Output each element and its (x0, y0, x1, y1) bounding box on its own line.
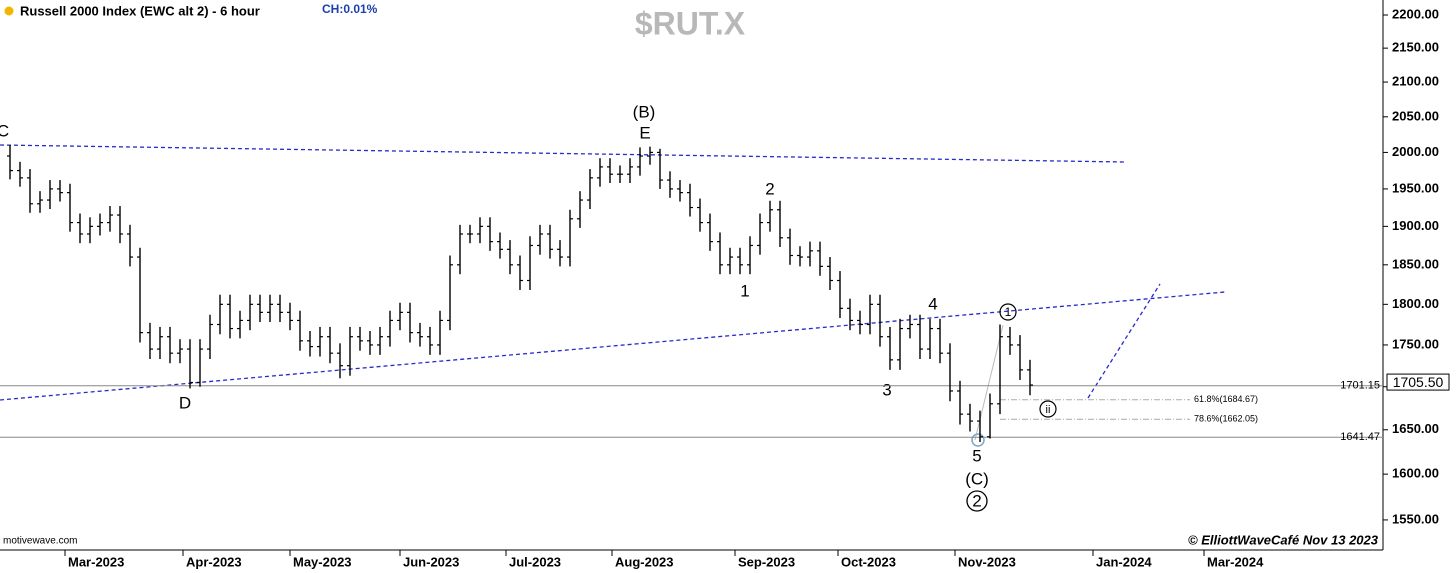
x-tick-label: Jan-2024 (1096, 554, 1152, 569)
chart-title: Russell 2000 Index (EWC alt 2) - 6 hour (20, 3, 260, 18)
wave-circle (1039, 400, 1057, 418)
x-tick-label: Nov-2023 (958, 554, 1016, 569)
y-tick-label: 1600.00 (1392, 466, 1439, 481)
symbol-watermark: $RUT.X (635, 5, 746, 41)
y-tick-label: 2050.00 (1392, 108, 1439, 123)
wave-label: 1 (740, 281, 749, 300)
y-tick-label: 1800.00 (1392, 296, 1439, 311)
x-tick-label: Apr-2023 (186, 554, 242, 569)
wave-label: (C) (965, 469, 989, 488)
y-tick-label: 1650.00 (1392, 421, 1439, 436)
last-price-box (1386, 373, 1450, 391)
y-tick-label: 1750.00 (1392, 336, 1439, 351)
wave-label: 2 (972, 491, 981, 510)
y-tick-label: 1550.00 (1392, 511, 1439, 526)
y-tick-label: 1850.00 (1392, 256, 1439, 271)
projection-line (1087, 283, 1161, 399)
source-label: motivewave.com (3, 536, 77, 547)
x-tick-label: Sep-2023 (738, 554, 795, 569)
status-dot (4, 6, 14, 16)
y-tick-label: 2200.00 (1392, 6, 1439, 21)
x-tick-label: Oct-2023 (841, 554, 896, 569)
wave-label: 4 (928, 294, 937, 313)
y-tick-label: 2100.00 (1392, 74, 1439, 89)
upper-trendline (0, 144, 1126, 163)
ohlc-bars (7, 145, 1033, 443)
wave-label: D (179, 393, 191, 412)
y-tick-label: 1900.00 (1392, 218, 1439, 233)
level-label: 1641.47 (1340, 431, 1380, 443)
wave-labels: C (B) E D 1 2 3 4 5 (C) 2 1 ii (0, 102, 1057, 512)
y-tick-label: 1950.00 (1392, 180, 1439, 195)
x-tick-label: May-2023 (293, 554, 352, 569)
x-tick-label: Mar-2023 (68, 554, 124, 569)
x-tick-label: Mar-2024 (1207, 554, 1264, 569)
wave-label: E (639, 123, 650, 142)
wave-circle (966, 490, 988, 512)
lower-trendline (0, 291, 1226, 401)
y-tick-label: 2000.00 (1392, 144, 1439, 159)
x-tick-label: Aug-2023 (615, 554, 674, 569)
y-tick-label: 2150.00 (1392, 40, 1439, 55)
level-label: 1701.15 (1340, 380, 1380, 392)
fib-label: 78.6%(1662.05) (1194, 414, 1258, 424)
wave-circle (999, 303, 1017, 321)
fib-label: 61.8%(1684.67) (1194, 394, 1258, 404)
credit-label: © ElliottWaveCafé Nov 13 2023 (1188, 532, 1379, 547)
low-marker (971, 433, 985, 447)
change-label: CH:0.01% (322, 2, 378, 16)
wave-label: 3 (882, 380, 891, 399)
wave-label: 5 (972, 446, 981, 465)
wave-label: 2 (765, 179, 774, 198)
wave-label: ii (1046, 404, 1051, 416)
x-tick-label: Jun-2023 (403, 554, 459, 569)
last-price-label: 1705.50 (1393, 374, 1444, 390)
wave-label: (B) (633, 102, 656, 121)
wave-label: C (0, 121, 9, 140)
wave-label: 1 (1005, 305, 1012, 319)
x-tick-label: Jul-2023 (509, 554, 561, 569)
